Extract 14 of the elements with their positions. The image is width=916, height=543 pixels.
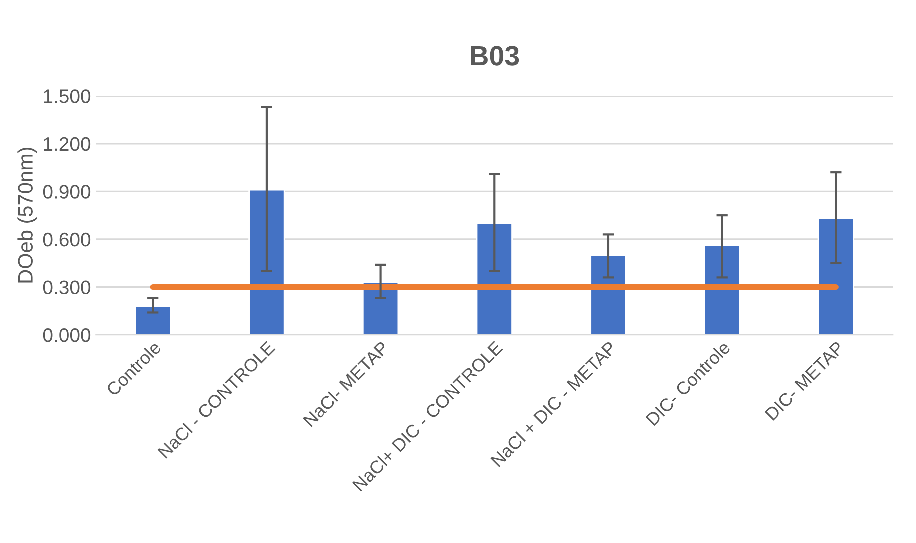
y-tick-label: 0.600	[43, 232, 91, 247]
y-axis-title: DOeb (570nm)	[18, 148, 38, 283]
y-tick-label: 0.300	[43, 280, 91, 294]
y-tick-label: 0.000	[43, 328, 91, 342]
y-tick-label: 1.200	[44, 137, 91, 152]
bar	[476, 222, 513, 336]
bar	[704, 245, 741, 336]
bar	[134, 306, 172, 336]
bar	[248, 189, 286, 336]
chart-title: B03	[471, 46, 520, 66]
y-tick-label: 0.900	[43, 185, 91, 199]
bar	[818, 218, 855, 336]
bar	[590, 254, 627, 336]
y-tick-label: 1.500	[44, 90, 91, 104]
